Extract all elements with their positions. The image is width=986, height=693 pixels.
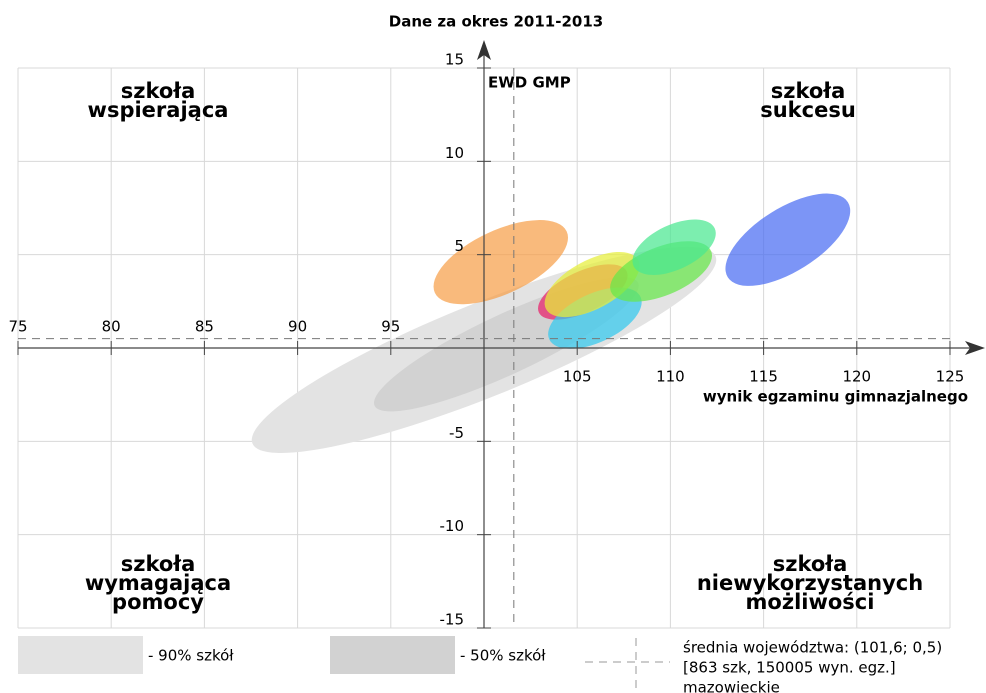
legend-label: - 50% szkół (460, 647, 546, 665)
mean-label: mazowieckie (683, 679, 780, 693)
y-axis-label: EWD GMP (488, 74, 571, 92)
chart-title: Dane za okres 2011-2013 (389, 13, 603, 31)
ellipse (544, 251, 640, 318)
legend-swatch (18, 636, 143, 674)
x-tick-label: 105 (563, 368, 592, 386)
y-tick-label: -5 (449, 424, 464, 442)
ellipse (548, 287, 642, 349)
x-tick-label: 120 (842, 368, 871, 386)
quadrant-label: wymagająca (85, 571, 231, 595)
y-tick-label: -15 (440, 611, 465, 629)
y-tick-label: 5 (454, 237, 464, 255)
foreground: 75 80 85 90 95 105 110 115 120 125 -15 -10 -5 5 10 15 Da… (8, 13, 985, 693)
ellipses (251, 193, 851, 453)
mean-label: [863 szk, 150005 wyn. egz.] (683, 659, 896, 677)
quadrant-label: szkoła (121, 552, 196, 576)
quadrant-label: szkoła (771, 79, 846, 103)
x-tick-label: 75 (8, 318, 27, 336)
x-tick-label: 95 (381, 318, 400, 336)
ellipse (725, 193, 851, 286)
y-tick-label: 10 (445, 144, 464, 162)
x-tick-label: 125 (936, 368, 965, 386)
quadrant-label: wspierająca (88, 98, 229, 122)
ellipse (433, 220, 569, 305)
quadrant-label: niewykorzystanych (697, 571, 923, 595)
x-tick-label: 110 (656, 368, 685, 386)
y-arrow (477, 40, 491, 60)
quadrant-label: szkoła (773, 552, 848, 576)
x-arrow (965, 341, 985, 355)
y-tick-label: 15 (445, 51, 464, 69)
x-tick-label: 115 (749, 368, 778, 386)
x-tick-label: 90 (288, 318, 307, 336)
quadrant-label: szkoła (121, 79, 196, 103)
x-axis-label: wynik egzaminu gimnazjalnego (703, 388, 968, 406)
quadrant-label: sukcesu (760, 98, 856, 122)
mean-label: średnia województwa: (101,6; 0,5) (683, 639, 942, 657)
quadrant-label: możliwości (746, 590, 875, 614)
legend-label: - 90% szkół (148, 647, 234, 665)
y-tick-label: -10 (440, 517, 465, 535)
legend-swatch (330, 636, 455, 674)
x-tick-label: 80 (102, 318, 121, 336)
x-tick-label: 85 (195, 318, 214, 336)
ellipse (632, 219, 716, 275)
quadrant-label: pomocy (112, 590, 204, 614)
